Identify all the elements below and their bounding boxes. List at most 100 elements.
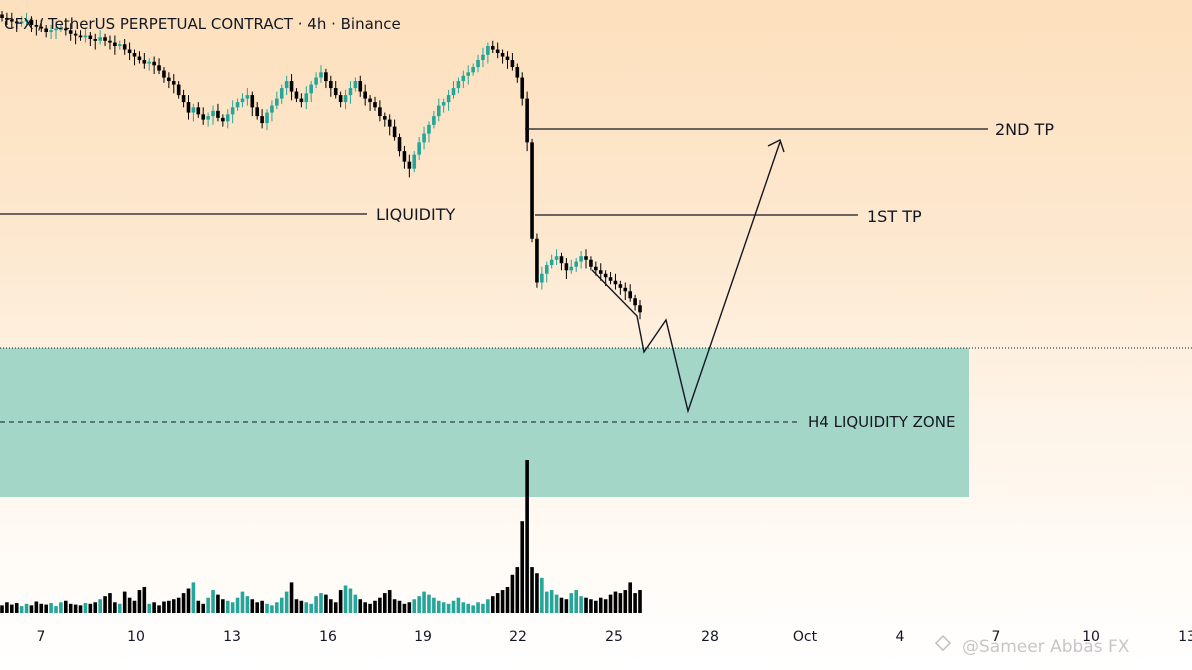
volume-bar bbox=[14, 603, 19, 613]
candle-body bbox=[19, 21, 24, 24]
candle-body bbox=[88, 35, 93, 40]
volume-bar bbox=[486, 599, 490, 613]
volume-bar bbox=[34, 601, 39, 613]
candle-body bbox=[608, 277, 613, 281]
volume-bar bbox=[152, 602, 156, 613]
candle-body bbox=[5, 18, 9, 20]
candle-body bbox=[540, 273, 544, 283]
candle-body bbox=[324, 72, 328, 82]
symbol-title[interactable]: CFX / TetherUS PERPETUAL CONTRACT · 4h ·… bbox=[4, 15, 401, 33]
volume-bar bbox=[540, 577, 544, 613]
candle-body bbox=[117, 44, 122, 47]
candle-body bbox=[412, 154, 417, 169]
volume-bar bbox=[500, 590, 505, 613]
candle-body bbox=[383, 116, 387, 120]
candle-body bbox=[181, 95, 186, 103]
candle-body bbox=[569, 266, 574, 271]
candle-body bbox=[260, 116, 264, 124]
candle-body bbox=[230, 107, 235, 115]
volume-bar bbox=[510, 574, 515, 613]
volume-bar bbox=[260, 600, 264, 613]
volume-bar bbox=[387, 590, 392, 613]
volume-bar bbox=[211, 590, 215, 613]
candle-body bbox=[358, 81, 363, 92]
candle-body bbox=[407, 161, 412, 169]
volume-bar bbox=[392, 599, 397, 613]
x-tick-label: 10 bbox=[1082, 629, 1100, 645]
x-tick-label: Oct bbox=[793, 629, 818, 645]
volume-bar bbox=[466, 603, 471, 613]
candle-body bbox=[289, 81, 294, 92]
candle-body bbox=[515, 67, 520, 78]
candle-body bbox=[348, 88, 353, 96]
candle-body bbox=[544, 265, 549, 274]
candle-body bbox=[191, 107, 196, 113]
candle-body bbox=[132, 53, 137, 57]
candle-body bbox=[162, 70, 166, 78]
candle-body bbox=[279, 88, 284, 99]
x-tick-label: 25 bbox=[605, 629, 623, 645]
candle-body bbox=[142, 60, 147, 64]
candle-body bbox=[0, 14, 4, 18]
candle-body bbox=[29, 19, 34, 26]
volume-bar bbox=[235, 597, 240, 613]
volume-bar bbox=[338, 590, 343, 613]
volume-bar bbox=[29, 605, 34, 613]
candle-body bbox=[196, 107, 201, 115]
candle-body bbox=[255, 107, 259, 117]
volume-bar bbox=[594, 600, 598, 613]
volume-bar bbox=[147, 603, 152, 613]
watermark: @Sameer Abbas FX bbox=[934, 635, 1130, 657]
candle-body bbox=[10, 19, 14, 22]
candle-body bbox=[299, 98, 304, 103]
volume-bar bbox=[201, 603, 206, 613]
candle-body bbox=[633, 298, 637, 306]
candle-body bbox=[201, 114, 206, 120]
volume-bar bbox=[490, 596, 495, 613]
candle-body bbox=[275, 98, 279, 106]
h4-liquidity-zone bbox=[0, 348, 969, 497]
projected-path[interactable] bbox=[591, 141, 781, 414]
candle-body bbox=[574, 261, 578, 267]
first-tp-label: 1ST TP bbox=[867, 207, 922, 226]
volume-bar bbox=[54, 606, 58, 613]
candle-body bbox=[34, 25, 39, 27]
volume-bar bbox=[299, 600, 304, 613]
candle-body bbox=[147, 61, 152, 64]
candle-body bbox=[422, 133, 426, 143]
candle-body bbox=[54, 28, 58, 31]
volume-bar bbox=[108, 593, 112, 613]
candle-body bbox=[559, 256, 564, 264]
volume-bar bbox=[525, 460, 529, 613]
candle-body bbox=[137, 56, 142, 61]
volume-bar bbox=[618, 593, 623, 613]
volume-bar bbox=[284, 591, 289, 613]
candle-body bbox=[284, 81, 289, 89]
volume-bar bbox=[49, 603, 53, 613]
volume-bar bbox=[628, 582, 632, 613]
volume-bar bbox=[623, 590, 628, 613]
volume-bar bbox=[402, 603, 407, 613]
volume-bar bbox=[456, 597, 461, 613]
volume-bar bbox=[216, 594, 220, 613]
x-tick-label: 4 bbox=[896, 629, 905, 645]
candle-body bbox=[73, 33, 78, 36]
volume-bar bbox=[117, 603, 122, 613]
volume-bar bbox=[68, 603, 73, 613]
candle-body bbox=[329, 81, 333, 89]
volume-bar bbox=[304, 602, 309, 613]
volume-bar bbox=[171, 599, 176, 613]
volume-bar bbox=[329, 599, 333, 613]
volume-bar bbox=[505, 586, 510, 613]
volume-bar bbox=[19, 606, 24, 613]
volume-bar bbox=[191, 582, 196, 613]
candle-body bbox=[603, 273, 608, 278]
volume-bar bbox=[270, 605, 274, 613]
candle-body bbox=[368, 98, 372, 103]
candle-body bbox=[500, 53, 505, 57]
price-candles bbox=[0, 10, 642, 320]
volume-bar bbox=[181, 593, 186, 613]
candle-body bbox=[387, 119, 392, 127]
